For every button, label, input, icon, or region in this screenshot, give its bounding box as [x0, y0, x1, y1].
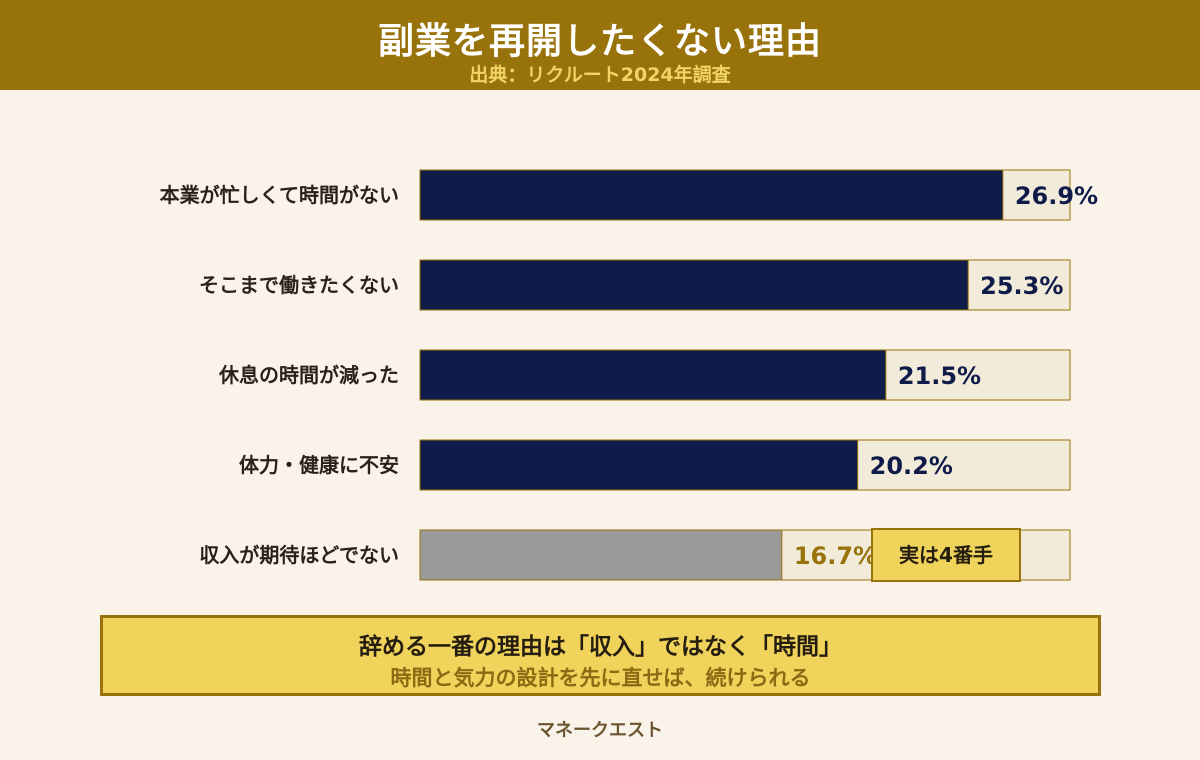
rank-annotation-box: [871, 528, 1021, 582]
header-banner: 副業を再開したくない理由 出典：リクルート2024年調査: [0, 0, 1200, 90]
bar: [419, 529, 783, 581]
value-label: 26.9%: [1015, 182, 1098, 210]
brand-name: マネークエスト: [537, 720, 663, 741]
bar-chart: 本業が忙しくて時間がない 26.9% そこまで働きたくない 25.3% 休息の時間が減っ…: [160, 169, 1098, 582]
bar: [419, 169, 1004, 221]
bar: [419, 259, 969, 311]
category-label: 体力・健康に不安: [239, 453, 399, 477]
category-label: そこまで働きたくない: [199, 273, 399, 297]
conclusion-box: 辞める一番の理由は「収入」ではなく「時間」 時間と気力の設計を先に直せば、続けら…: [100, 615, 1101, 696]
value-label: 25.3%: [980, 272, 1063, 300]
value-label: 21.5%: [898, 362, 981, 390]
bar: [419, 439, 859, 491]
category-label: 収入が期待ほどでない: [199, 543, 399, 567]
category-label: 休息の時間が減った: [218, 363, 399, 387]
value-label: 16.7%: [794, 542, 877, 570]
category-label: 本業が忙しくて時間がない: [160, 183, 399, 207]
bar: [419, 349, 887, 401]
chart-title: 副業を再開したくない理由: [377, 21, 822, 62]
conclusion-main: 辞める一番の理由は「収入」ではなく「時間」: [359, 634, 842, 660]
value-label: 20.2%: [870, 452, 953, 480]
source-note: 出典：リクルート2024年調査: [469, 64, 731, 86]
conclusion-sub: 時間と気力の設計を先に直せば、続けられる: [390, 666, 811, 690]
rank-annotation: 実は4番手: [899, 543, 993, 567]
